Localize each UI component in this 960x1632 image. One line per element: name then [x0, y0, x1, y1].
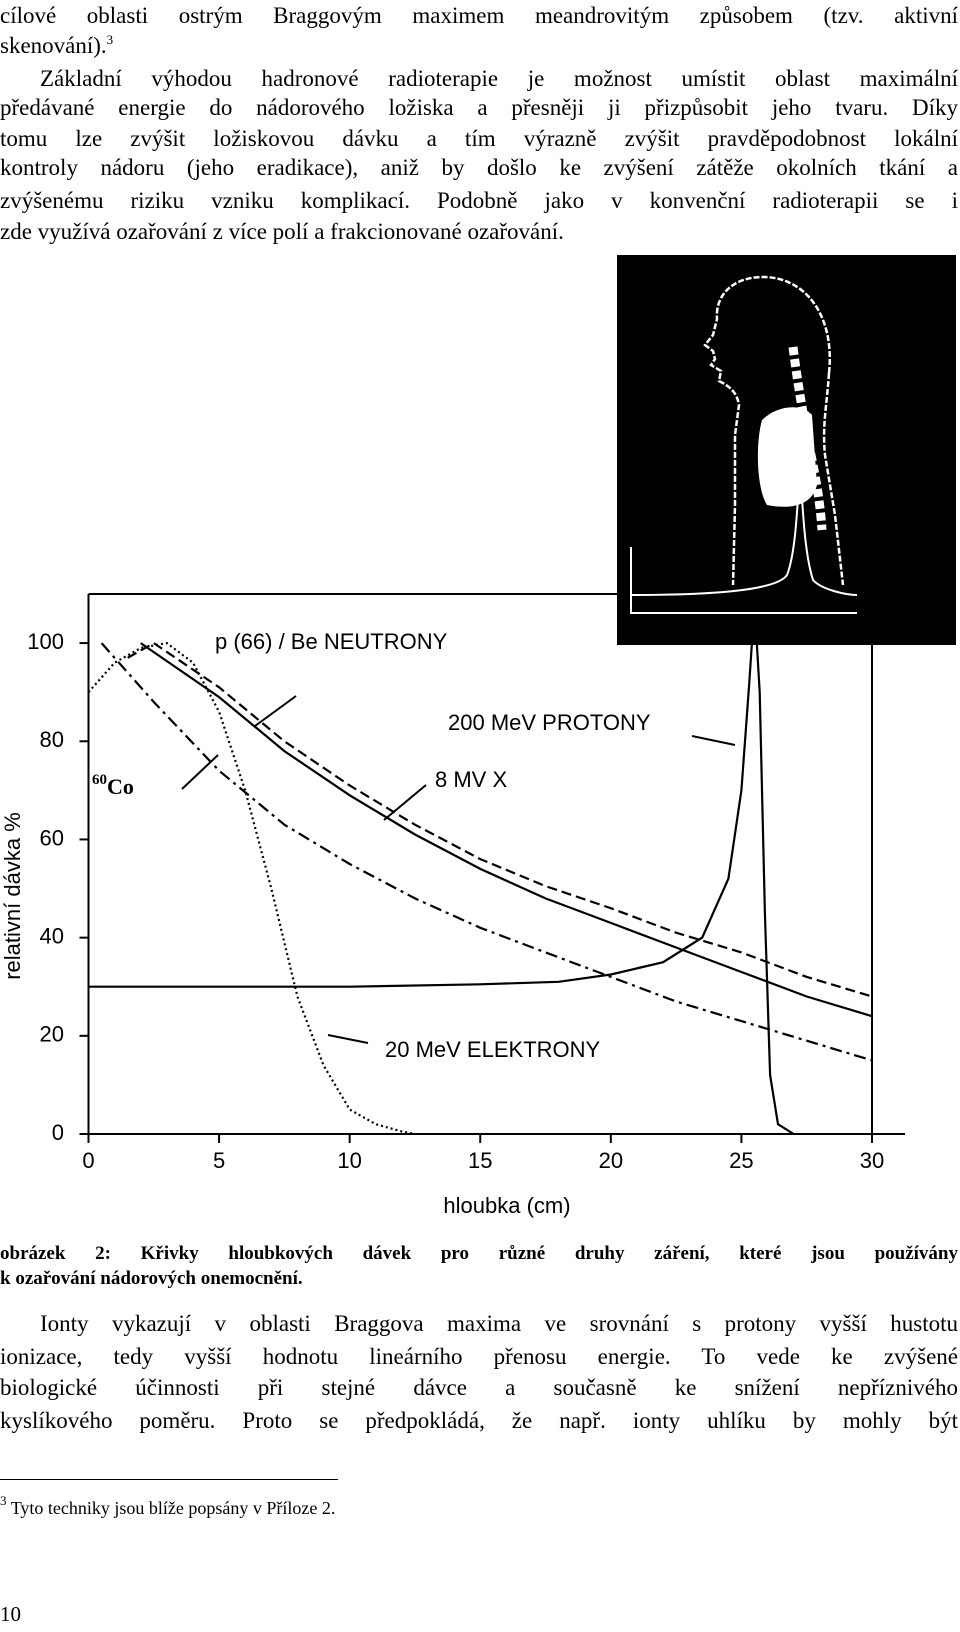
y-tick-label: 20 — [40, 1022, 64, 1047]
x-tick-label: 25 — [729, 1148, 753, 1173]
leader-line — [181, 754, 219, 790]
inset-image — [617, 255, 956, 645]
back-outline — [822, 372, 845, 586]
curve-label: 200 MeV PROTONY — [448, 710, 651, 735]
curve-label: 60Co — [92, 772, 134, 799]
caption-line: k ozařování nádorových onemocnění. — [0, 1268, 303, 1289]
dose-profile — [630, 466, 858, 614]
text-line: kontroly nádoru (jeho eradikace), aniž b… — [0, 155, 958, 180]
dose-curve — [88, 603, 795, 1135]
footnote-text: Tyto techniky jsou blíže popsány v Přílo… — [10, 1498, 336, 1518]
x-tick-label: 30 — [860, 1148, 884, 1173]
y-tick-label: 60 — [40, 825, 64, 850]
text-line: zde využívá ozařování z více polí a frak… — [0, 219, 564, 244]
text-line: tomu lze zvýšit ložiskovou dávku a tím v… — [0, 126, 958, 151]
text-line: předávané energie do nádorového ložiska … — [0, 95, 958, 120]
x-axis-label: hloubka (cm) — [443, 1193, 570, 1218]
x-tick-label: 0 — [82, 1148, 94, 1173]
footnote-ref: 3 — [106, 32, 114, 47]
y-tick-label: 80 — [40, 727, 64, 752]
text: skenování). — [0, 33, 107, 58]
text-line: ionizace, tedy vyšší hodnotu lineárního … — [0, 1344, 958, 1369]
dose-curve — [87, 641, 416, 1136]
x-tick-label: 5 — [213, 1148, 225, 1173]
footnote-rule — [0, 1479, 338, 1480]
leader-line — [691, 735, 736, 746]
text-line: biologické účinnosti při stejné dávce a … — [0, 1375, 958, 1400]
x-tick-label: 20 — [599, 1148, 623, 1173]
leader-line — [383, 784, 427, 821]
spine — [788, 346, 827, 531]
text-line: kyslíkového poměru. Proto se předpokládá… — [0, 1408, 958, 1433]
y-tick-label: 100 — [27, 629, 64, 654]
curve-label-sup: 60 — [92, 772, 107, 788]
caption-line: obrázek 2: Křivky hloubkových dávek pro … — [0, 1243, 958, 1264]
dose-curve — [127, 641, 873, 998]
text-line: skenování).3 — [0, 30, 958, 61]
curve-label: 20 MeV ELEKTRONY — [385, 1037, 601, 1062]
tumor — [791, 460, 809, 495]
curve-label: 8 MV X — [435, 767, 507, 792]
curve-label: p (66) / Be NEUTRONY — [215, 629, 448, 654]
y-tick-label: 40 — [40, 923, 64, 948]
text-line: Ionty vykazují v oblasti Braggova maxima… — [40, 1311, 958, 1336]
x-tick-label: 10 — [337, 1148, 361, 1173]
dose-curve — [140, 642, 873, 1018]
body-outline — [703, 275, 832, 586]
footnote: 3 Tyto techniky jsou blíže popsány v Pří… — [0, 1493, 336, 1520]
y-tick-label: 0 — [52, 1120, 64, 1145]
dose-curve — [100, 642, 873, 1062]
text-line: cílové oblasti ostrým Braggovým maximem … — [0, 3, 958, 28]
leader-line — [254, 695, 297, 727]
text-line: zvýšenému riziku vzniku komplikací. Podo… — [0, 188, 958, 213]
leader-line — [327, 1034, 369, 1044]
footnote-mark: 3 — [0, 1493, 7, 1508]
page-number: 10 — [0, 1602, 21, 1626]
x-tick-label: 15 — [468, 1148, 492, 1173]
text-line: Základní výhodou hadronové radioterapie … — [40, 66, 958, 91]
y-axis-label: relativní dávka % — [0, 812, 25, 980]
curve-label-text: Co — [107, 774, 134, 799]
